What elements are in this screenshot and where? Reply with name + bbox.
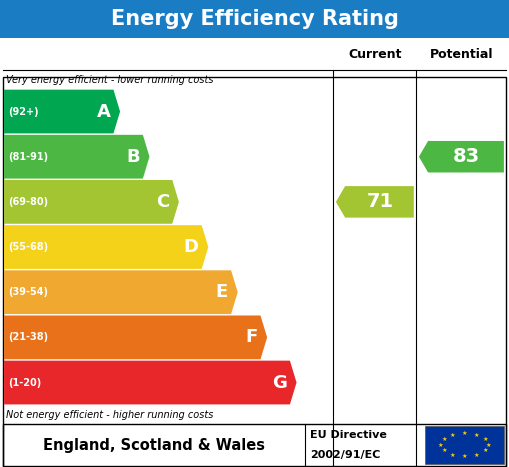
Text: Very energy efficient - lower running costs: Very energy efficient - lower running co…: [6, 75, 214, 85]
Text: (39-54): (39-54): [8, 287, 48, 297]
Polygon shape: [4, 180, 179, 224]
Text: ★: ★: [462, 432, 467, 437]
Polygon shape: [336, 186, 414, 218]
Text: D: D: [184, 238, 199, 256]
Text: (69-80): (69-80): [8, 197, 48, 207]
Text: ★: ★: [473, 433, 479, 438]
Text: ★: ★: [485, 443, 491, 448]
Text: Not energy efficient - higher running costs: Not energy efficient - higher running co…: [6, 410, 213, 420]
Text: ★: ★: [441, 448, 447, 453]
Text: (55-68): (55-68): [8, 242, 48, 252]
Text: G: G: [272, 374, 287, 391]
Text: B: B: [126, 148, 140, 166]
Text: Potential: Potential: [430, 48, 493, 61]
Polygon shape: [4, 225, 208, 269]
Text: ★: ★: [462, 454, 467, 459]
Bar: [425, 426, 504, 464]
Bar: [3, 424, 506, 466]
Polygon shape: [4, 316, 267, 359]
Text: ★: ★: [482, 437, 488, 442]
Text: 83: 83: [453, 147, 480, 166]
Text: Current: Current: [348, 48, 402, 61]
Polygon shape: [4, 135, 150, 178]
Polygon shape: [4, 270, 238, 314]
Bar: [3, 77, 506, 467]
Text: (21-38): (21-38): [8, 333, 48, 342]
Text: ★: ★: [473, 453, 479, 458]
Text: ★: ★: [438, 443, 444, 448]
Polygon shape: [4, 361, 297, 404]
Bar: [0, 0, 509, 38]
Text: England, Scotland & Wales: England, Scotland & Wales: [43, 438, 265, 453]
Text: A: A: [97, 103, 110, 120]
Text: E: E: [216, 283, 228, 301]
Text: 71: 71: [366, 192, 393, 212]
Text: ★: ★: [450, 453, 456, 458]
Polygon shape: [419, 141, 504, 172]
Text: Energy Efficiency Rating: Energy Efficiency Rating: [110, 9, 399, 29]
Text: (1-20): (1-20): [8, 377, 41, 388]
Text: 2002/91/EC: 2002/91/EC: [310, 450, 381, 460]
Polygon shape: [4, 90, 120, 134]
Text: ★: ★: [441, 437, 447, 442]
Text: (92+): (92+): [8, 106, 38, 117]
Text: C: C: [156, 193, 169, 211]
Text: F: F: [245, 328, 258, 347]
Text: EU Directive: EU Directive: [310, 430, 387, 440]
Text: ★: ★: [482, 448, 488, 453]
Text: ★: ★: [450, 433, 456, 438]
Text: (81-91): (81-91): [8, 152, 48, 162]
